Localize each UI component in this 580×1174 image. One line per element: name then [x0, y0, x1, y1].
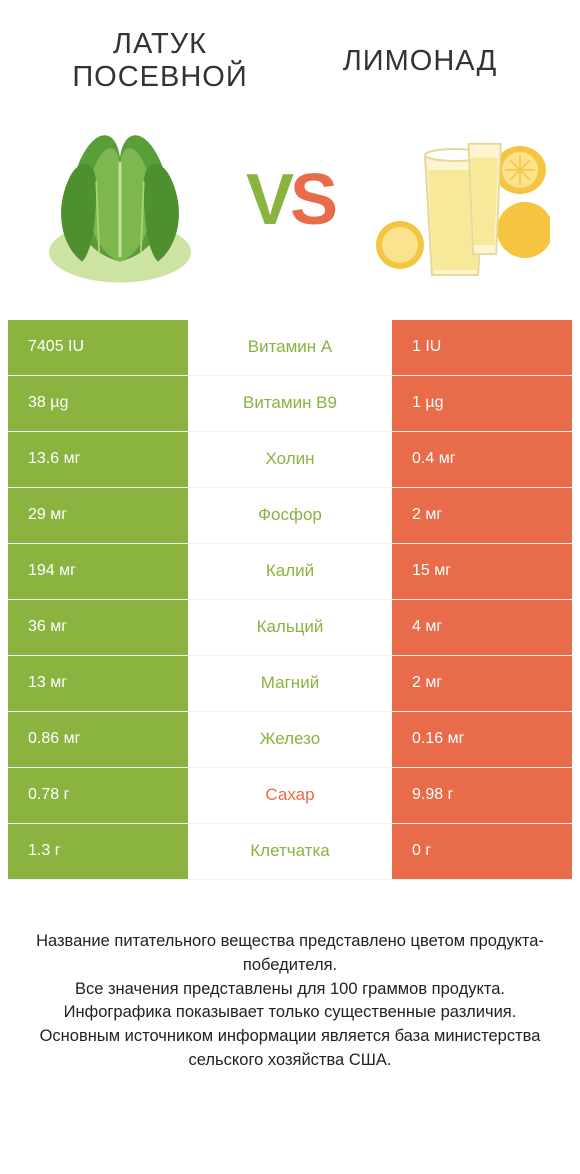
vs-label: VS: [246, 159, 334, 241]
images-row: VS: [0, 105, 580, 320]
table-row: 0.78 гСахар9.98 г: [8, 768, 572, 824]
cell-left-value: 0.78 г: [8, 768, 188, 823]
footer-line: Все значения представлены для 100 граммо…: [30, 978, 550, 1002]
footer-line: Инфографика показывает только существенн…: [30, 1001, 550, 1025]
vs-v: V: [246, 160, 290, 240]
lemonade-icon: [370, 115, 550, 285]
product-left-image: [20, 105, 220, 295]
cell-left-value: 13.6 мг: [8, 432, 188, 487]
cell-nutrient-label: Клетчатка: [188, 824, 392, 879]
cell-right-value: 0 г: [392, 824, 572, 879]
table-row: 29 мгФосфор2 мг: [8, 488, 572, 544]
cell-right-value: 9.98 г: [392, 768, 572, 823]
table-row: 13 мгМагний2 мг: [8, 656, 572, 712]
product-right-title: ЛИМОНАД: [343, 45, 497, 78]
cell-nutrient-label: Холин: [188, 432, 392, 487]
footer-notes: Название питательного вещества представл…: [0, 880, 580, 1094]
table-row: 7405 IUВитамин A1 IU: [8, 320, 572, 376]
cell-left-value: 36 мг: [8, 600, 188, 655]
cell-nutrient-label: Магний: [188, 656, 392, 711]
cell-nutrient-label: Витамин A: [188, 320, 392, 375]
lettuce-icon: [25, 110, 215, 290]
cell-left-value: 1.3 г: [8, 824, 188, 879]
cell-right-value: 0.16 мг: [392, 712, 572, 767]
table-row: 38 µgВитамин B91 µg: [8, 376, 572, 432]
table-row: 1.3 гКлетчатка0 г: [8, 824, 572, 880]
footer-line: Название питательного вещества представл…: [30, 930, 550, 978]
cell-left-value: 13 мг: [8, 656, 188, 711]
header: ЛАТУК ПОСЕВНОЙ ЛИМОНАД: [0, 0, 580, 105]
table-row: 194 мгКалий15 мг: [8, 544, 572, 600]
cell-nutrient-label: Витамин B9: [188, 376, 392, 431]
infographic-container: ЛАТУК ПОСЕВНОЙ ЛИМОНАД VS: [0, 0, 580, 1174]
table-row: 36 мгКальций4 мг: [8, 600, 572, 656]
cell-left-value: 38 µg: [8, 376, 188, 431]
cell-right-value: 1 µg: [392, 376, 572, 431]
cell-nutrient-label: Железо: [188, 712, 392, 767]
cell-left-value: 29 мг: [8, 488, 188, 543]
table-row: 0.86 мгЖелезо0.16 мг: [8, 712, 572, 768]
product-right-image: [360, 105, 560, 295]
cell-nutrient-label: Сахар: [188, 768, 392, 823]
cell-left-value: 7405 IU: [8, 320, 188, 375]
vs-s: S: [290, 160, 334, 240]
cell-right-value: 15 мг: [392, 544, 572, 599]
header-left: ЛАТУК ПОСЕВНОЙ: [40, 28, 280, 95]
cell-left-value: 0.86 мг: [8, 712, 188, 767]
cell-nutrient-label: Фосфор: [188, 488, 392, 543]
cell-left-value: 194 мг: [8, 544, 188, 599]
cell-right-value: 2 мг: [392, 488, 572, 543]
table-row: 13.6 мгХолин0.4 мг: [8, 432, 572, 488]
footer-line: Основным источником информации является …: [30, 1025, 550, 1073]
header-right: ЛИМОНАД: [300, 28, 540, 95]
cell-right-value: 2 мг: [392, 656, 572, 711]
cell-right-value: 0.4 мг: [392, 432, 572, 487]
cell-right-value: 1 IU: [392, 320, 572, 375]
cell-nutrient-label: Кальций: [188, 600, 392, 655]
cell-right-value: 4 мг: [392, 600, 572, 655]
comparison-table: 7405 IUВитамин A1 IU38 µgВитамин B91 µg1…: [0, 320, 580, 880]
product-left-title: ЛАТУК ПОСЕВНОЙ: [40, 28, 280, 95]
cell-nutrient-label: Калий: [188, 544, 392, 599]
